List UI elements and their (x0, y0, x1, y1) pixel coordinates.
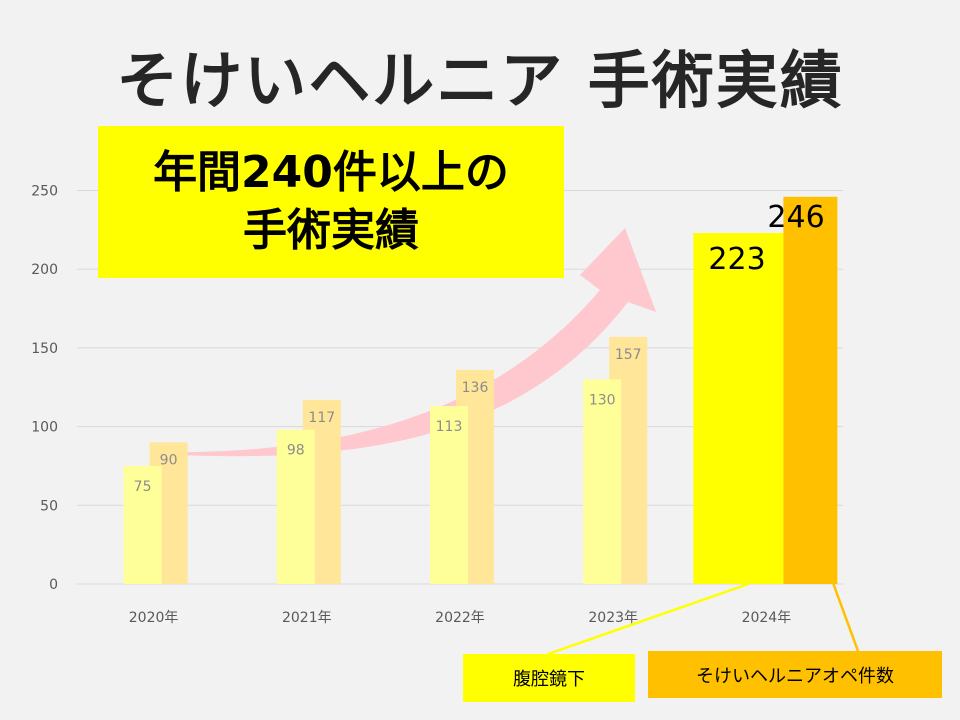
data-label-laparoscopic: 98 (287, 443, 305, 459)
y-tick-label: 100 (31, 420, 58, 436)
x-tick-label: 2021年 (282, 610, 332, 626)
data-label-laparoscopic: 75 (134, 479, 152, 495)
bars (123, 196, 838, 585)
callout-line-1: 年間240件以上の (153, 147, 509, 198)
bar-laparoscopic (583, 379, 622, 584)
data-label-total: 136 (462, 380, 489, 396)
page-title: そけいヘルニア 手術実績 (116, 44, 844, 117)
legend-laparoscopic: 腹腔鏡下 (463, 654, 635, 702)
data-label-total: 157 (615, 347, 642, 363)
data-label-laparoscopic: 130 (589, 392, 616, 408)
x-tick-label: 2023年 (588, 610, 638, 626)
data-label-total: 90 (160, 452, 178, 468)
x-tick-label: 2022年 (435, 610, 485, 626)
legend-total-operations: そけいヘルニアオペ件数 (648, 651, 942, 698)
data-label-laparoscopic: 113 (436, 419, 463, 435)
bar-laparoscopic (693, 232, 784, 585)
callout-line-2: 手術実績 (243, 205, 419, 256)
y-tick-label: 0 (49, 577, 58, 593)
highlight-callout: 年間240件以上の 手術実績 (98, 126, 564, 278)
y-tick-label: 150 (31, 341, 58, 357)
data-label-laparoscopic: 223 (708, 242, 765, 277)
x-tick-label: 2024年 (742, 610, 792, 626)
data-label-total: 117 (308, 410, 335, 426)
ticks: 0 50 100 150 200 250 2020年 2021年 2022年 2023年 2024年 (31, 184, 791, 627)
growth-arrow (155, 228, 656, 457)
data-label-total: 246 (767, 200, 824, 235)
y-tick-label: 200 (31, 262, 58, 278)
legend-connector-laparoscopic (547, 582, 749, 656)
bar-laparoscopic (276, 429, 315, 584)
bar-total (783, 196, 838, 584)
legend-connector-total (832, 583, 860, 652)
bar-laparoscopic (430, 406, 468, 584)
y-tick-label: 50 (40, 498, 58, 514)
x-tick-label: 2020年 (129, 610, 179, 626)
y-tick-label: 250 (31, 184, 58, 200)
legend-connectors (547, 582, 860, 656)
bar-laparoscopic (123, 465, 162, 584)
